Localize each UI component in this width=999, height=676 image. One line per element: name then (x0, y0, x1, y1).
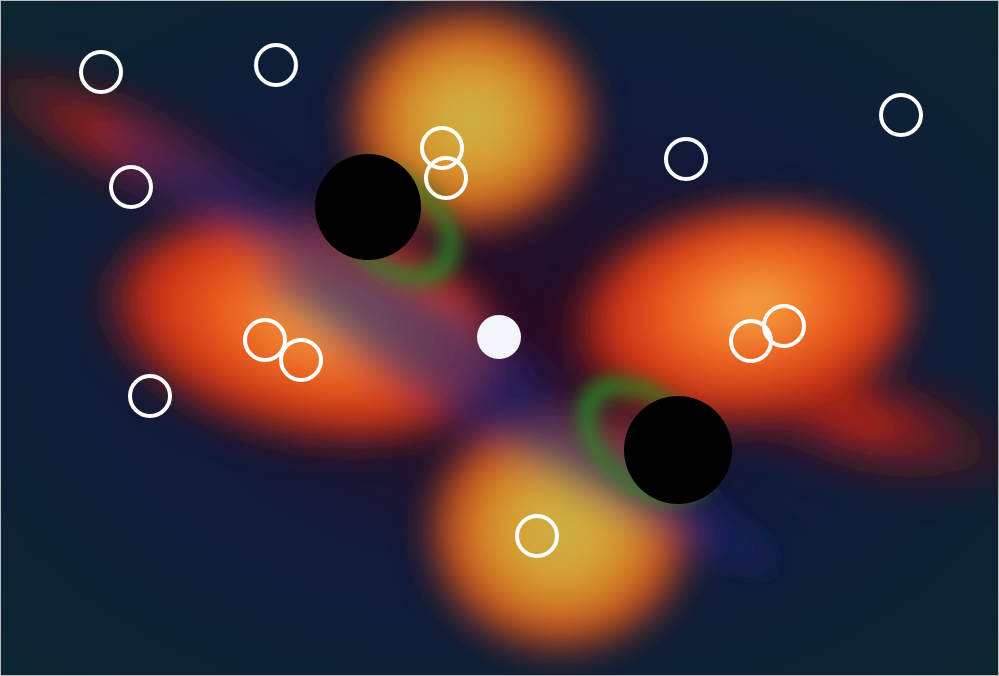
marker[interactable] (243, 318, 287, 362)
marker[interactable] (79, 50, 123, 94)
center-dot (477, 315, 521, 359)
orange-lobe (571, 207, 909, 433)
blue-streak (104, 128, 556, 392)
marker[interactable] (420, 126, 464, 170)
black-hole (315, 154, 421, 260)
marker[interactable] (254, 43, 298, 87)
markers (79, 43, 923, 558)
marker[interactable] (128, 374, 172, 418)
marker[interactable] (515, 514, 559, 558)
marker[interactable] (109, 165, 153, 209)
marker[interactable] (424, 156, 468, 200)
marker[interactable] (762, 304, 806, 348)
black-hole (624, 396, 732, 504)
marker[interactable] (279, 338, 323, 382)
marker[interactable] (664, 137, 708, 181)
marker[interactable] (879, 93, 923, 137)
